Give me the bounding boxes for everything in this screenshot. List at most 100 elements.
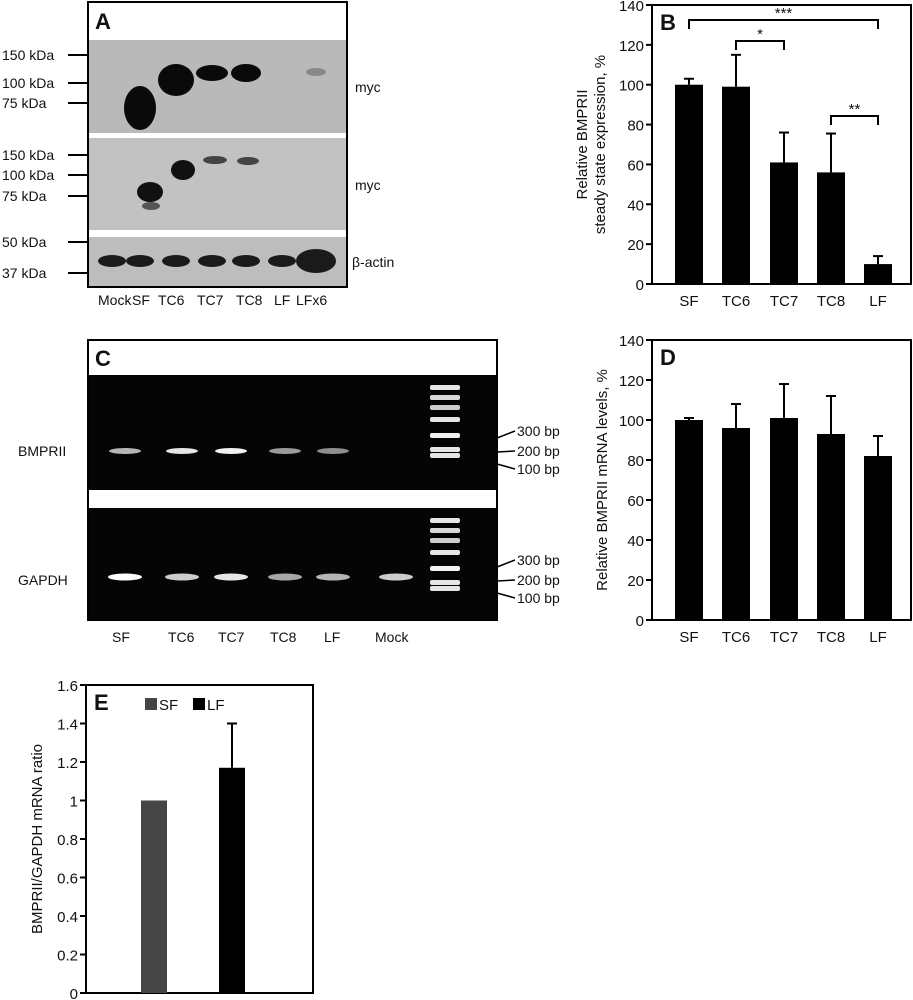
lane-label: TC8	[270, 629, 297, 645]
significance-bracket	[688, 19, 879, 29]
lane-label: SF	[112, 629, 130, 645]
y-axis-label: BMPRII/GAPDH mRNA ratio	[29, 744, 46, 934]
band	[124, 86, 156, 130]
marker-label: 100 kDa	[2, 167, 54, 183]
x-tick-label: TC6	[722, 629, 750, 646]
bar-tc8	[817, 434, 845, 620]
band	[165, 573, 199, 581]
bar-lf	[864, 264, 892, 284]
ladder-label: 300 bp	[517, 552, 560, 568]
band	[237, 157, 259, 165]
marker-label: 50 kDa	[2, 234, 47, 250]
y-tick-label: 40	[627, 533, 644, 550]
ladder-band	[430, 518, 460, 523]
y-tick-label: 40	[627, 197, 644, 214]
lane-label: TC6	[168, 629, 195, 645]
gel1	[89, 375, 496, 490]
x-tick-label: TC7	[770, 629, 798, 646]
ladder-pointer	[496, 463, 516, 470]
panel-c-gel: C BMPRII GAPDH SF TC6 TC7 TC8 LF Mock 300 bp 2…	[18, 339, 560, 645]
band	[198, 255, 226, 267]
lane-label: LF	[324, 629, 340, 645]
y-tick-label: 0.8	[57, 832, 78, 849]
y-tick-label: 80	[627, 118, 644, 135]
lane-label: Mock	[98, 292, 132, 308]
bar-tc6	[722, 428, 750, 620]
y-tick-label: 20	[627, 237, 644, 254]
marker-label: 75 kDa	[2, 95, 47, 111]
blot-images	[89, 40, 346, 286]
marker-label: 150 kDa	[2, 47, 54, 63]
marker-label: 37 kDa	[2, 265, 47, 281]
y-tick-label: 0.4	[57, 909, 78, 926]
panel-letter: D	[660, 345, 676, 370]
ladder-pointer	[496, 579, 516, 582]
ladder-band	[430, 447, 460, 452]
significance-bracket	[735, 40, 785, 50]
band	[158, 64, 194, 96]
panel-c-letter: C	[95, 346, 111, 371]
ladder-band	[430, 453, 460, 458]
band	[171, 160, 195, 180]
marker-label: 100 kDa	[2, 75, 54, 91]
x-tick-label: TC8	[817, 293, 845, 310]
x-tick-label: SF	[679, 293, 698, 310]
bar-lf	[219, 767, 245, 993]
band	[379, 573, 413, 581]
x-tick-label: LF	[869, 629, 887, 646]
band	[166, 448, 198, 454]
band	[306, 68, 326, 76]
lane-label: TC6	[158, 292, 185, 308]
ladder-band	[430, 550, 460, 555]
y-tick-label: 60	[627, 493, 644, 510]
x-tick-label: LF	[869, 293, 887, 310]
panel-a-western-blot: A Mock SF TC6 TC7 TC8 LF LFx6 myc myc β-…	[2, 1, 394, 308]
band	[215, 448, 247, 454]
ladder-label: 100 bp	[517, 461, 560, 477]
y-tick-label: 0	[70, 986, 78, 1000]
band	[98, 255, 126, 267]
bar-tc8	[817, 172, 845, 284]
significance-label: **	[849, 101, 861, 118]
legend-swatch	[193, 698, 205, 710]
chart-b: B 0 20 40 60 80 100 120 140 Relative BMPRII steady…	[574, 0, 912, 310]
ladder-pointer	[496, 430, 516, 439]
gel1-label: BMPRII	[18, 443, 66, 459]
y-tick-label: 100	[619, 78, 644, 95]
bar-tc7	[770, 418, 798, 620]
gel2-label: GAPDH	[18, 572, 68, 588]
y-tick-label: 0.6	[57, 871, 78, 888]
y-tick-label: 140	[619, 333, 644, 350]
y-tick-label: 0	[636, 613, 644, 630]
band	[296, 249, 336, 273]
band	[232, 255, 260, 267]
ladder-band	[430, 385, 460, 390]
y-tick-label: 1	[70, 794, 78, 811]
ladder-band	[430, 405, 460, 410]
band	[268, 573, 302, 581]
band	[316, 573, 350, 581]
blot3-label: β-actin	[352, 254, 394, 270]
band	[196, 65, 228, 81]
x-tick-label: SF	[679, 629, 698, 646]
ladder-label: 100 bp	[517, 590, 560, 606]
band	[203, 156, 227, 164]
chart-e: E 0 0.2 0.4 0.6 0.8 1 1.2 1.4 1.6 BMPRII/GAPDH mRN…	[29, 678, 314, 1000]
ladder-label: 200 bp	[517, 572, 560, 588]
ladder-label: 300 bp	[517, 423, 560, 439]
lane-label: SF	[132, 292, 150, 308]
legend-label: LF	[207, 697, 225, 714]
y-tick-label: 1.6	[57, 678, 78, 695]
ladder-band	[430, 433, 460, 438]
significance-label: ***	[775, 5, 793, 22]
ladder-band	[430, 586, 460, 591]
band	[231, 64, 261, 82]
y-tick-label: 0.2	[57, 948, 78, 965]
band	[108, 573, 142, 581]
x-tick-label: TC8	[817, 629, 845, 646]
blot2	[89, 138, 346, 230]
bar-sf	[675, 84, 703, 284]
marker-label: 150 kDa	[2, 147, 54, 163]
bar-tc6	[722, 86, 750, 284]
x-tick-label: TC6	[722, 293, 750, 310]
